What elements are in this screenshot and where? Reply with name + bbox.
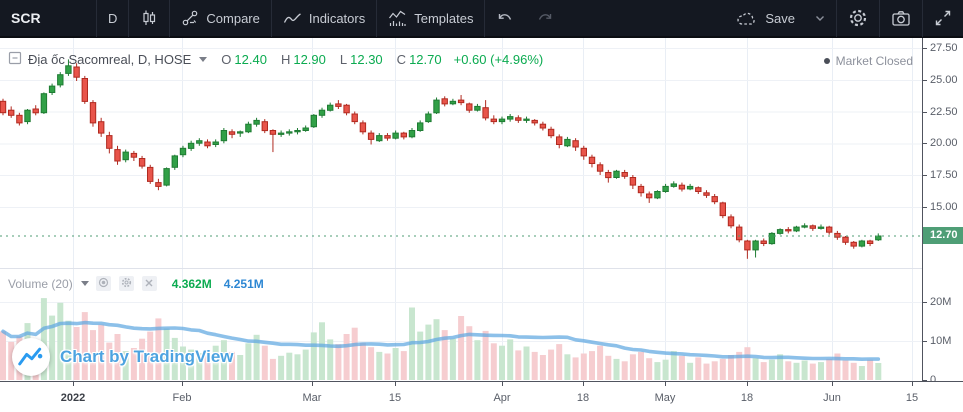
templates-button[interactable]: Templates (377, 0, 484, 36)
symbol-title[interactable]: Địa ốc Sacomreal, D, HOSE (28, 52, 192, 67)
chart-style-button[interactable] (129, 0, 169, 36)
fullscreen-arrows-icon (934, 9, 952, 27)
chevron-down-icon (815, 15, 825, 22)
close-icon (144, 276, 154, 291)
toolbar-separator (376, 0, 378, 37)
toolbar-separator (922, 0, 923, 37)
compare-label: Compare (206, 10, 260, 26)
symbol-legend: Địa ốc Sacomreal, D, HOSE O 12.40 H 12.90 … (8, 51, 543, 68)
toolbar-separator (96, 0, 97, 37)
time-tick-Jun: Jun (812, 382, 852, 405)
save-label: Save (765, 10, 795, 26)
tradingview-watermark[interactable]: Chart by TradingView (12, 338, 234, 376)
time-tick-2022: 2022 (53, 382, 93, 405)
top-toolbar: SCR D Compar (0, 0, 963, 38)
chevron-down-icon[interactable] (199, 57, 208, 62)
time-tick-18: 18 (727, 382, 767, 405)
line-chart-icon (283, 10, 302, 26)
undo-arrow-icon (496, 11, 514, 25)
templates-waveform-icon (388, 10, 407, 27)
ohlc-low: L 12.30 (339, 52, 383, 67)
time-tick-Apr: Apr (482, 382, 522, 405)
ohlc-open: O 12.40 (221, 52, 267, 67)
price-tick-15.00: 15.00 (923, 200, 963, 214)
gear-icon (848, 8, 868, 28)
volume-tick-20M: 20M (923, 295, 963, 309)
settings-button[interactable] (837, 0, 879, 36)
price-change: +0.60 (+4.96%) (453, 52, 544, 67)
toolbar-left-group: SCR D Compar (0, 0, 565, 37)
indicators-button[interactable]: Indicators (272, 0, 376, 36)
gear-icon (121, 276, 132, 291)
volume-remove-button[interactable] (141, 276, 157, 291)
market-status-label: Market Closed (835, 54, 913, 68)
price-tick-17.50: 17.50 (923, 168, 963, 182)
redo-button[interactable] (525, 0, 565, 36)
compare-button[interactable]: Compare (170, 0, 270, 36)
time-tick-15: 15 (375, 382, 415, 405)
candlestick-volume-plot[interactable] (0, 38, 922, 381)
interval-button[interactable]: D (97, 0, 128, 36)
market-status: Market Closed (823, 54, 913, 68)
save-menu-chevron-button[interactable] (804, 0, 836, 36)
compare-scales-icon (181, 9, 199, 27)
dashed-cloud-icon (736, 10, 758, 27)
toolbar-separator (836, 0, 837, 37)
toolbar-separator (270, 0, 272, 37)
volume-study-legend: Volume (20) (8, 276, 264, 291)
templates-label: Templates (414, 10, 474, 26)
last-price-tag: 12.70 (923, 227, 963, 245)
watermark-text: Chart by TradingView (60, 347, 234, 366)
price-tick-25.00: 25.00 (923, 73, 963, 87)
volume-value: 4.362M (171, 276, 212, 291)
time-tick-May: May (645, 382, 685, 405)
time-tick-15: 15 (892, 382, 932, 405)
tradingview-logo-icon (12, 338, 50, 376)
price-tick-20.00: 20.00 (923, 136, 963, 150)
price-axis[interactable]: 12.70 27.50 25.00 22.50 20.00 17.50 15.00 20M 1… (922, 38, 963, 386)
eye-icon (98, 276, 109, 291)
camera-icon (891, 9, 911, 27)
ohlc-close: C 12.70 (396, 52, 442, 67)
volume-study-title[interactable]: Volume (20) (8, 276, 73, 291)
symbol-button[interactable]: SCR (0, 0, 96, 36)
price-tick-27.50: 27.50 (923, 41, 963, 55)
volume-settings-button[interactable] (118, 276, 134, 291)
toolbar-separator (128, 0, 130, 37)
chart-area[interactable]: 12.70 27.50 25.00 22.50 20.00 17.50 15.00 20M 1… (0, 38, 963, 412)
volume-visibility-button[interactable] (95, 276, 111, 291)
volume-tick-10M: 10M (923, 334, 963, 348)
save-button[interactable]: Save (725, 0, 806, 36)
chevron-down-icon[interactable] (80, 281, 89, 286)
time-tick-Mar: Mar (292, 382, 332, 405)
time-tick-18: 18 (563, 382, 603, 405)
status-dot-icon (823, 58, 830, 64)
undo-button[interactable] (485, 0, 525, 36)
time-tick-Feb: Feb (162, 382, 202, 405)
toolbar-right-group: Save (725, 0, 963, 37)
volume-tick-0: 0 (923, 373, 963, 387)
redo-arrow-icon (536, 11, 554, 25)
price-tick-22.50: 22.50 (923, 105, 963, 119)
indicators-label: Indicators (308, 10, 366, 26)
candles-icon (140, 9, 158, 27)
snapshot-button[interactable] (880, 0, 922, 36)
toolbar-separator (169, 0, 171, 37)
toolbar-separator (879, 0, 880, 37)
collapse-pane-button[interactable] (8, 51, 22, 68)
ohlc-high: H 12.90 (280, 52, 326, 67)
collapse-square-icon (8, 51, 22, 68)
time-axis[interactable]: 2022 Feb Mar 15 Apr 18 May 18 Jun 15 (0, 381, 963, 412)
volume-ma-value: 4.251M (223, 276, 264, 291)
toolbar-separator (484, 0, 486, 37)
fullscreen-button[interactable] (923, 0, 963, 36)
